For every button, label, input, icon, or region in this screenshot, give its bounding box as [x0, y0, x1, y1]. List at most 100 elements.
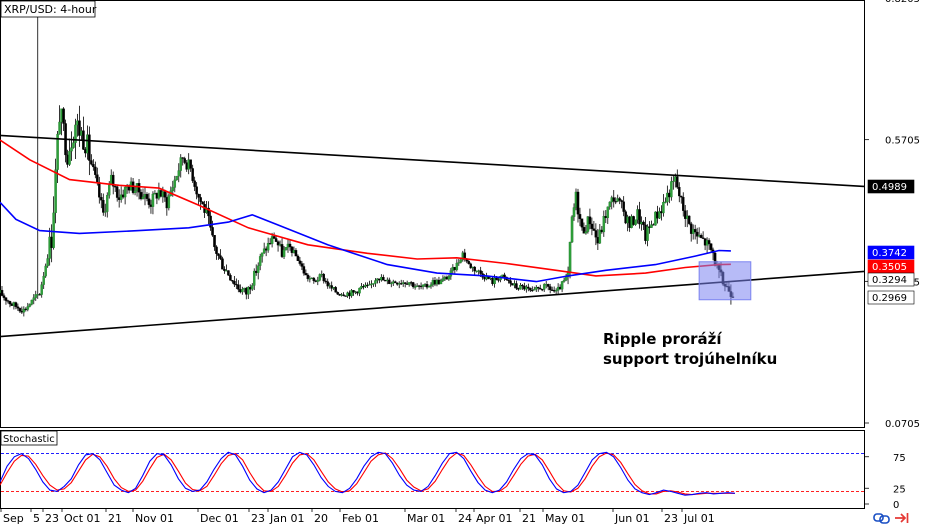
candle — [606, 206, 610, 225]
candle — [421, 284, 425, 290]
candle — [300, 260, 304, 271]
link-icon[interactable] — [873, 513, 890, 524]
candle — [90, 154, 93, 166]
candle — [658, 207, 661, 220]
candle-body — [374, 280, 377, 284]
candle — [294, 248, 298, 257]
candle — [16, 303, 20, 311]
candle-body — [213, 235, 216, 248]
time-tick-label: Feb 01 — [342, 512, 379, 525]
candle-body — [330, 285, 333, 289]
candle-body — [171, 187, 175, 192]
candle — [582, 222, 586, 234]
candle-body — [74, 124, 77, 143]
candle — [709, 243, 713, 252]
candle — [413, 283, 417, 290]
candle — [191, 164, 194, 183]
candle — [427, 285, 431, 288]
candle-body — [324, 280, 327, 282]
candle-body — [104, 211, 107, 213]
stochastic-panel — [0, 430, 865, 509]
candle — [147, 192, 151, 209]
candle-body — [90, 160, 93, 165]
candle-body — [682, 197, 685, 211]
candle-body — [382, 276, 385, 281]
candle — [296, 254, 300, 262]
candle-body — [429, 284, 433, 287]
candle-body — [145, 194, 149, 199]
candle — [284, 246, 288, 251]
candle-body — [199, 197, 202, 202]
candle — [133, 186, 137, 196]
candle-body — [175, 176, 179, 181]
candle-body — [270, 236, 274, 244]
candle-body — [229, 275, 232, 281]
candle-body — [584, 231, 588, 234]
candle-body — [542, 284, 546, 290]
candle — [106, 192, 109, 218]
candle-body — [683, 210, 687, 219]
candle — [88, 126, 91, 176]
stochastic-axis: 75 25 0 — [864, 453, 906, 511]
candle-body — [521, 285, 524, 287]
candle-body — [38, 294, 41, 296]
candle-body — [147, 198, 151, 205]
price-badge: 0.3294 — [867, 272, 915, 287]
candle-body — [308, 278, 312, 280]
candle — [374, 278, 377, 287]
candle-body — [531, 290, 534, 292]
time-tick-label: Apr 01 — [476, 512, 513, 525]
candle-body — [276, 241, 280, 246]
scroll-to-end-icon[interactable] — [895, 513, 909, 523]
candle — [546, 283, 550, 291]
candle-body — [183, 158, 186, 163]
candle-body — [527, 286, 530, 289]
time-tick-label: 21 — [108, 512, 122, 525]
candle-body — [42, 275, 45, 285]
candle-body — [107, 184, 111, 196]
candle-body — [614, 201, 617, 203]
candle-body — [493, 277, 496, 285]
candle — [221, 256, 224, 270]
candle — [4, 297, 8, 305]
candle — [46, 254, 49, 268]
candle-body — [151, 193, 155, 207]
candle-body — [294, 250, 298, 257]
candle-body — [318, 274, 322, 281]
candle — [608, 201, 612, 210]
moving-average-line — [0, 139, 731, 277]
candle-body — [358, 287, 361, 294]
candle — [18, 307, 22, 313]
candle — [407, 282, 411, 287]
candle — [334, 286, 337, 293]
candle-body — [250, 285, 254, 290]
candle-body — [195, 186, 198, 195]
candle-body — [52, 212, 55, 248]
candle-body — [233, 281, 236, 285]
candle — [515, 280, 518, 290]
price-badge-box — [867, 272, 915, 287]
candle — [260, 252, 264, 263]
candle-body — [306, 274, 310, 279]
candle-body — [282, 249, 286, 257]
candle — [618, 196, 621, 205]
candle — [22, 306, 26, 317]
time-tick-label: 21 — [522, 512, 536, 525]
time-axis: Sep 5 23 Oct 01 21 Nov 01 Dec 01 23 Jan 01 20 Feb … — [0, 508, 715, 525]
candle-body — [352, 290, 355, 293]
time-tick-label: 24 — [458, 512, 472, 525]
candle — [676, 169, 679, 189]
candle-body — [622, 201, 625, 212]
candle-body — [56, 133, 59, 170]
time-tick-label: Mar 01 — [407, 512, 445, 525]
candle — [0, 286, 4, 297]
candle — [241, 286, 244, 295]
candle — [181, 157, 184, 166]
candle — [394, 280, 397, 284]
time-tick-label: 5 — [33, 512, 40, 525]
candle — [6, 299, 10, 304]
candle — [682, 192, 685, 217]
candle — [250, 283, 254, 291]
candle-body — [368, 284, 371, 286]
